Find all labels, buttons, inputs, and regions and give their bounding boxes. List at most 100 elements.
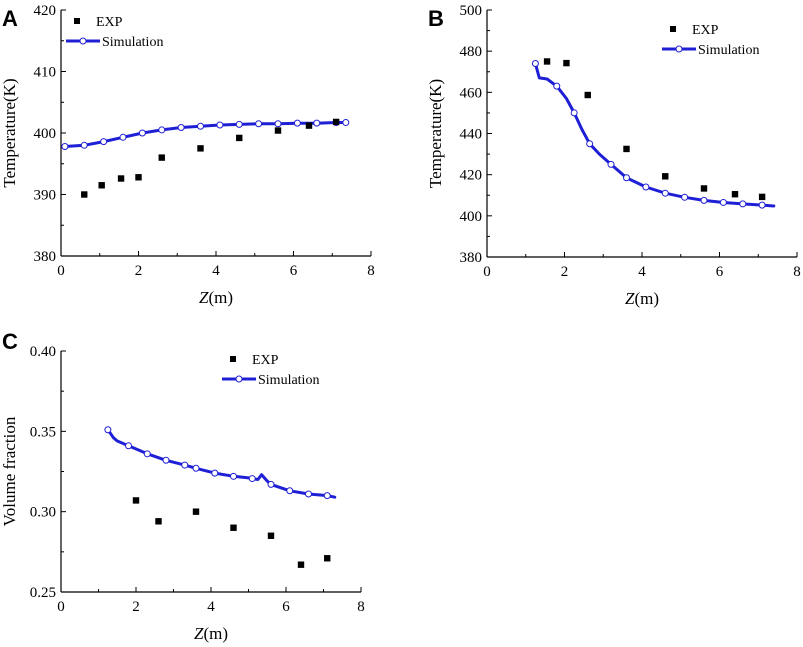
y-tick-label: 480 bbox=[460, 44, 483, 60]
simulation-marker bbox=[739, 200, 747, 208]
legend-sim-label: Simulation bbox=[698, 43, 759, 58]
simulation-marker bbox=[216, 121, 224, 129]
legend-exp-marker bbox=[230, 356, 236, 362]
exp-point bbox=[197, 145, 204, 152]
simulation-marker bbox=[719, 198, 727, 206]
exp-point bbox=[563, 59, 570, 67]
y-tick-label: 420 bbox=[460, 168, 483, 184]
exp-point bbox=[117, 175, 125, 182]
x-tick-label: 8 bbox=[367, 263, 375, 279]
simulation-marker bbox=[607, 160, 615, 168]
exp-point bbox=[230, 524, 237, 531]
legend: EXP Simulation bbox=[66, 15, 163, 50]
y-axis-label: Temperature(K) bbox=[0, 78, 19, 187]
y-tick-label: 500 bbox=[460, 3, 483, 19]
y-tick-label: 400 bbox=[460, 209, 483, 225]
x-tick-label: 4 bbox=[638, 264, 646, 280]
legend-sim-marker bbox=[79, 37, 87, 45]
simulation-marker bbox=[305, 490, 312, 498]
simulation-marker bbox=[642, 183, 650, 191]
simulation-marker bbox=[267, 480, 275, 488]
simulation-marker bbox=[342, 119, 350, 127]
x-tick-label: 8 bbox=[793, 264, 801, 280]
legend-exp-marker bbox=[74, 18, 80, 24]
panel-c: C 0 2 4 6 8 0.25 0.30 0.35 0.40 Z(m) Volume fractio… bbox=[0, 329, 365, 643]
legend-sim-marker bbox=[675, 45, 683, 53]
y-tick-label: 380 bbox=[460, 250, 483, 266]
exp-point bbox=[192, 508, 200, 515]
simulation-marker bbox=[681, 193, 689, 201]
panel-label: B bbox=[428, 6, 444, 31]
simulation-marker bbox=[586, 140, 594, 148]
exp-point bbox=[700, 185, 708, 192]
x-tick-label: 2 bbox=[132, 599, 140, 615]
simulation-marker bbox=[323, 492, 331, 500]
exp-point bbox=[297, 561, 305, 568]
x-tick-label: 0 bbox=[57, 263, 65, 279]
panel-b: B 0 2 4 6 8 380 400 420 440 460 480 500 Z(m) Temperatu… bbox=[426, 3, 801, 308]
simulation-marker bbox=[177, 123, 185, 131]
simulation-marker bbox=[197, 122, 204, 130]
simulation-marker bbox=[623, 174, 630, 182]
exp-point bbox=[81, 191, 88, 198]
panel-a: A 0 2 4 6 8 380 390 400 410 420 Z(m) Temperature(K) E… bbox=[0, 3, 375, 307]
simulation-marker bbox=[293, 119, 301, 127]
legend-sim-marker bbox=[235, 375, 243, 383]
y-axis-label: Temperature(K) bbox=[426, 79, 445, 188]
simulation-marker bbox=[162, 456, 170, 464]
x-axis-label: Z(m) bbox=[194, 624, 228, 643]
legend-exp-label: EXP bbox=[252, 353, 279, 368]
exp-point bbox=[135, 174, 142, 181]
simulation-marker bbox=[248, 475, 256, 483]
legend-exp-label: EXP bbox=[692, 23, 719, 38]
exp-point bbox=[662, 173, 669, 180]
x-tick-label: 4 bbox=[207, 599, 215, 615]
simulation-marker bbox=[758, 201, 766, 209]
simulation-marker bbox=[700, 196, 708, 204]
exp-point bbox=[305, 122, 313, 129]
simulation-marker bbox=[119, 133, 127, 141]
x-axis-label-unit: (m) bbox=[208, 288, 233, 307]
simulation-marker bbox=[313, 119, 321, 127]
simulation-marker bbox=[158, 126, 166, 134]
simulation-marker bbox=[181, 461, 189, 469]
y-tick-label: 0.30 bbox=[30, 505, 56, 521]
simulation-series-line bbox=[63, 121, 348, 148]
simulation-marker bbox=[211, 469, 219, 477]
exp-point bbox=[332, 118, 340, 126]
simulation-series-line bbox=[533, 62, 776, 208]
y-tick-label: 420 bbox=[34, 3, 57, 19]
x-tick-label: 4 bbox=[212, 263, 220, 279]
legend-exp-label: EXP bbox=[96, 15, 123, 30]
simulation-marker bbox=[235, 120, 243, 128]
y-tick-label: 460 bbox=[460, 85, 483, 101]
panel-label: A bbox=[2, 6, 18, 31]
y-tick-label: 0.40 bbox=[30, 344, 56, 360]
exp-point bbox=[98, 182, 105, 189]
y-tick-label: 0.25 bbox=[30, 585, 56, 601]
y-tick-label: 390 bbox=[34, 188, 57, 204]
legend: EXP Simulation bbox=[222, 353, 319, 388]
y-axis-label: Volume fraction bbox=[0, 416, 19, 526]
simulation-series-line bbox=[106, 428, 337, 499]
x-tick-label: 8 bbox=[357, 599, 365, 615]
simulation-marker bbox=[138, 129, 146, 137]
y-tick-label: 400 bbox=[34, 126, 57, 142]
x-axis-label-var: Z bbox=[625, 289, 635, 308]
y-tick-label: 0.35 bbox=[30, 424, 56, 440]
simulation-marker bbox=[661, 189, 669, 197]
y-tick-label: 440 bbox=[460, 127, 483, 143]
simulation-marker bbox=[553, 82, 561, 90]
exp-point bbox=[543, 58, 551, 65]
simulation-marker bbox=[230, 472, 237, 480]
exp-point bbox=[623, 145, 630, 153]
simulation-marker bbox=[570, 109, 578, 117]
exp-point bbox=[758, 193, 766, 201]
simulation-marker bbox=[104, 426, 112, 434]
x-tick-label: 0 bbox=[483, 264, 491, 280]
legend-sim-label: Simulation bbox=[258, 373, 319, 388]
exp-point bbox=[274, 127, 282, 134]
panel-label: C bbox=[2, 329, 18, 354]
simulation-marker bbox=[531, 60, 539, 68]
